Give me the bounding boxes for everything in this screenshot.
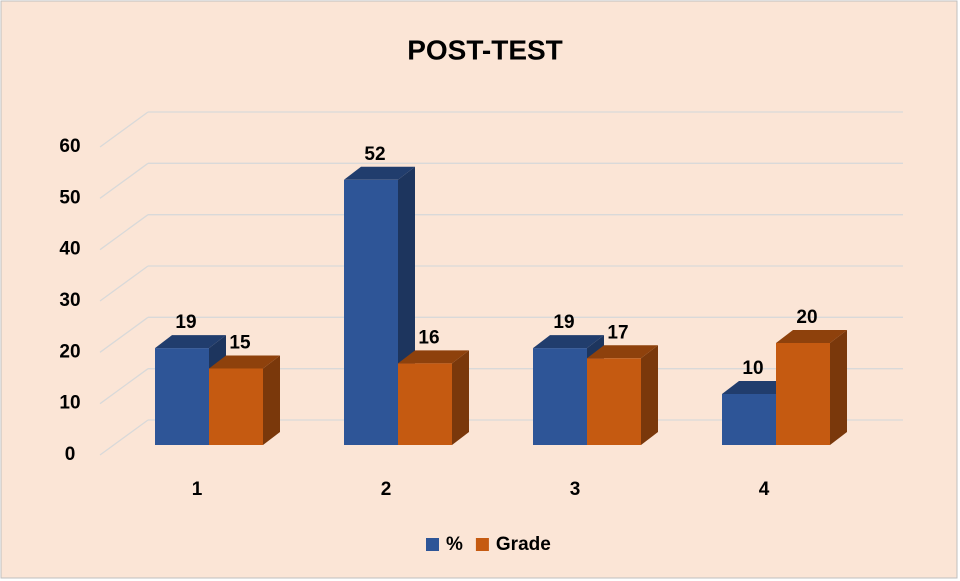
- legend-label: Grade: [496, 534, 551, 555]
- bar-side: [452, 350, 469, 445]
- bar-front: [398, 363, 452, 445]
- data-label: 10: [742, 358, 763, 379]
- bar-front: [722, 394, 776, 445]
- legend-swatch: [426, 538, 439, 551]
- y-tick-label: 50: [59, 187, 80, 208]
- data-label: 15: [229, 333, 251, 354]
- y-tick-label: 20: [59, 341, 80, 362]
- y-tick-label: 0: [65, 444, 76, 465]
- data-label: 19: [553, 312, 574, 333]
- bar-top: [344, 166, 415, 180]
- bar-side: [263, 355, 280, 445]
- bar-front: [155, 348, 209, 445]
- data-label: 20: [796, 307, 817, 328]
- bar-front: [533, 348, 587, 445]
- bar: [587, 345, 658, 445]
- grid-line: [99, 214, 149, 251]
- bar: [209, 355, 280, 445]
- y-tick-label: 40: [59, 239, 80, 260]
- chart-title: POST-TEST: [407, 34, 563, 65]
- bar-front: [209, 368, 263, 445]
- grid-line: [99, 265, 149, 302]
- grid-line: [99, 162, 149, 199]
- bar-top: [776, 330, 847, 343]
- data-label: 52: [364, 144, 385, 165]
- bar-top: [533, 335, 604, 349]
- grid-line: [99, 111, 149, 148]
- bar-top: [155, 335, 226, 349]
- data-label: 17: [607, 322, 628, 343]
- x-tick-label: 4: [759, 479, 770, 500]
- bar-front: [587, 358, 641, 445]
- bar-side: [641, 345, 658, 445]
- grid-line: [99, 419, 149, 456]
- legend-swatch: [475, 538, 489, 551]
- bar-top: [587, 345, 658, 359]
- x-tick-label: 3: [570, 479, 581, 500]
- x-tick-label: 2: [381, 479, 392, 500]
- bar: [398, 350, 469, 445]
- bar: [776, 330, 847, 445]
- bar-top: [209, 355, 280, 369]
- grid-line: [99, 368, 149, 405]
- data-label: 16: [418, 327, 439, 348]
- grid-line: [99, 316, 149, 353]
- x-tick-label: 1: [192, 479, 203, 500]
- bar-side: [830, 330, 847, 445]
- legend-label: %: [446, 534, 463, 555]
- y-tick-label: 10: [59, 393, 80, 414]
- data-label: 19: [175, 312, 196, 333]
- bar-top: [398, 350, 469, 364]
- y-tick-label: 60: [59, 136, 80, 157]
- y-tick-label: 30: [59, 290, 80, 311]
- bar-front: [344, 179, 398, 446]
- bar-front: [776, 343, 830, 445]
- bar-top: [722, 381, 793, 394]
